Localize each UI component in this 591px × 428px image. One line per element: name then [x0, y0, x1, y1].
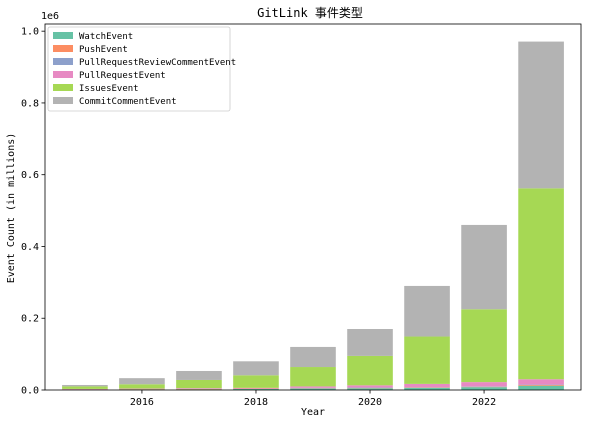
y-tick-label: 0.6 — [21, 170, 39, 181]
legend-label: PullRequestReviewCommentEvent — [79, 58, 236, 68]
y-axis-label: Event Count (in millions) — [6, 133, 17, 284]
bar-segment — [290, 386, 336, 387]
chart-title: GitLink 事件类型 — [257, 6, 363, 20]
y-tick-label: 0.4 — [21, 242, 39, 253]
x-axis-ticks: 2016 2018 2020 2022 — [130, 390, 496, 408]
legend-label: IssuesEvent — [79, 84, 139, 94]
y-tick-label: 0.0 — [21, 386, 39, 397]
bar-segment — [176, 388, 222, 389]
y-tick-label: 1.0 — [21, 27, 39, 38]
bar-segment — [233, 375, 279, 388]
bar-segment — [290, 367, 336, 386]
bar-segment — [347, 329, 393, 356]
x-tick-label: 2016 — [130, 397, 154, 408]
x-tick-label: 2022 — [472, 397, 496, 408]
legend-label: PushEvent — [79, 45, 128, 55]
bar-segment — [461, 387, 507, 390]
bar-segment — [461, 225, 507, 309]
x-tick-label: 2018 — [244, 397, 268, 408]
legend-label: WatchEvent — [79, 32, 133, 42]
y-tick-label: 0.8 — [21, 98, 39, 109]
bar-segment — [233, 361, 279, 375]
y-axis-offset-label: 1e6 — [41, 11, 59, 22]
bar-segment — [404, 337, 450, 384]
bar-segment — [461, 382, 507, 386]
legend-swatch — [53, 45, 73, 52]
bar-segment — [461, 309, 507, 382]
legend-swatch — [53, 71, 73, 78]
bar-segment — [404, 384, 450, 387]
bar-segment — [290, 347, 336, 367]
bar-segment — [518, 379, 564, 384]
x-axis-label: Year — [301, 407, 325, 418]
y-tick-label: 0.2 — [21, 314, 39, 325]
bar-segment — [119, 384, 165, 388]
legend-swatch — [53, 32, 73, 39]
legend-swatch — [53, 58, 73, 65]
bar-segment — [518, 188, 564, 379]
legend: WatchEvent PushEvent PullRequestReviewComm… — [48, 27, 236, 111]
bar-segment — [347, 385, 393, 387]
bar-segment — [347, 356, 393, 385]
bar-segment — [518, 42, 564, 189]
bar-segment — [176, 371, 222, 380]
y-axis-ticks: 0.0 0.2 0.4 0.6 0.8 1.0 — [21, 27, 45, 397]
bar-segment — [518, 386, 564, 390]
bar-segment — [518, 385, 564, 386]
legend-swatch — [53, 97, 73, 104]
bar-segment — [62, 385, 108, 386]
bar-segment — [176, 380, 222, 388]
x-tick-label: 2020 — [358, 397, 382, 408]
bar-segment — [233, 388, 279, 389]
legend-swatch — [53, 84, 73, 91]
bar-segment — [119, 378, 165, 384]
legend-label: PullRequestEvent — [79, 71, 166, 81]
bar-segment — [62, 386, 108, 389]
legend-label: CommitCommentEvent — [79, 97, 177, 107]
bar-segment — [404, 286, 450, 337]
